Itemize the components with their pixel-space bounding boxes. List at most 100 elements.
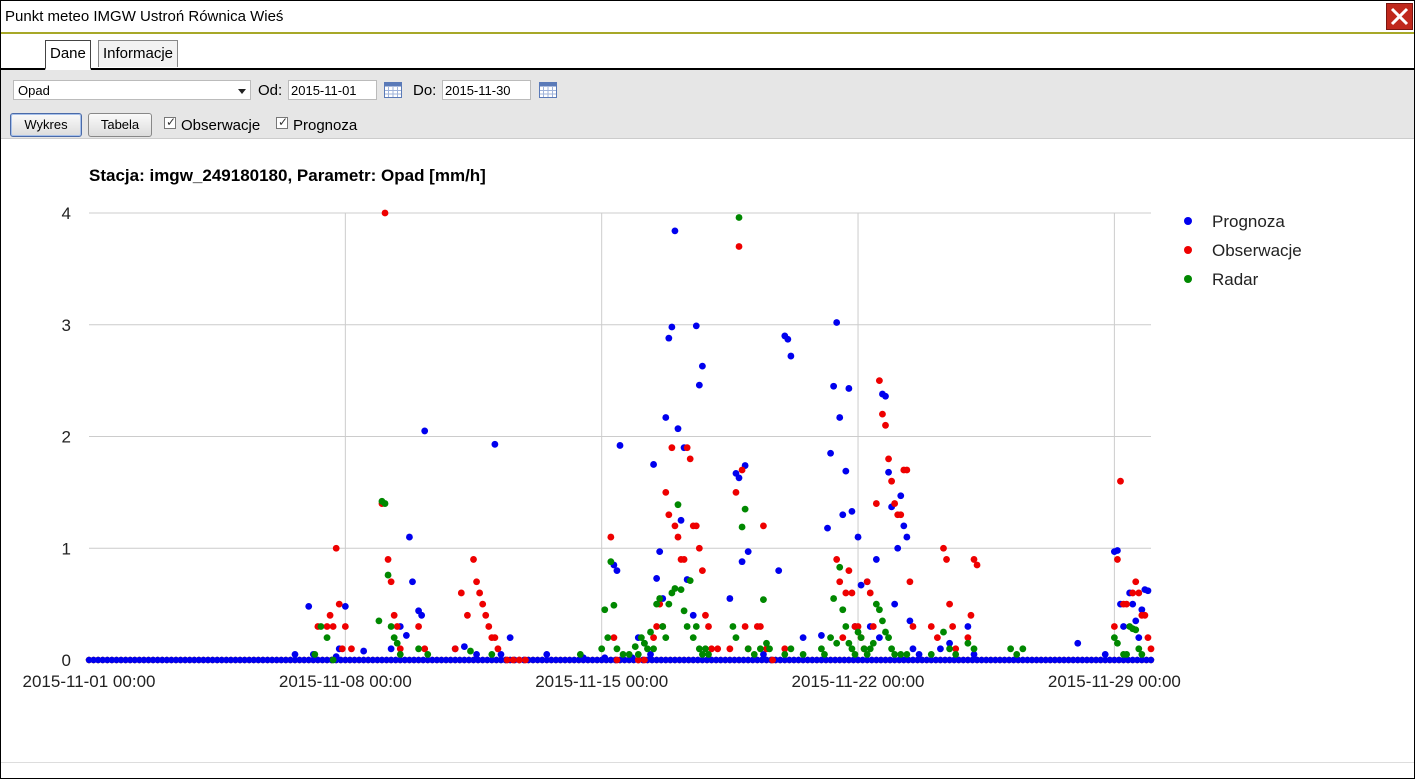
data-point-radar <box>311 651 319 658</box>
data-point-obserwacje <box>457 589 465 597</box>
data-point-radar <box>424 651 432 658</box>
data-point-radar <box>756 645 764 653</box>
data-point-prognoza <box>1144 587 1152 595</box>
x-tick-label: 2015-11-01 00:00 <box>23 672 156 691</box>
data-point-obserwacje <box>1147 645 1155 653</box>
data-point-prognoza-zero <box>195 656 203 664</box>
data-point-radar <box>964 639 972 647</box>
data-point-obserwacje <box>735 243 743 250</box>
data-point-obserwacje <box>952 645 960 653</box>
data-point-radar <box>317 623 325 630</box>
data-point-prognoza <box>1138 606 1146 614</box>
data-point-prognoza-zero <box>278 656 285 664</box>
data-point-obserwacje <box>451 645 459 653</box>
data-point-obserwacje <box>491 634 499 642</box>
data-point-obserwacje <box>702 611 709 619</box>
data-point-prognoza-zero <box>415 656 422 664</box>
data-point-prognoza <box>665 334 673 342</box>
data-point-prognoza-zero <box>397 656 404 664</box>
data-point-radar <box>692 623 700 630</box>
data-point-prognoza-zero <box>708 656 715 664</box>
data-point-prognoza <box>897 492 905 500</box>
data-point-prognoza <box>872 556 880 563</box>
data-point-obserwacje <box>769 656 776 664</box>
data-point-prognoza-zero <box>200 656 207 664</box>
data-point-radar <box>750 651 758 658</box>
data-point-radar <box>637 634 645 642</box>
data-point-obserwacje <box>1129 589 1137 597</box>
x-tick-label: 2015-11-08 00:00 <box>279 672 412 691</box>
data-point-prognoza <box>1101 651 1109 658</box>
data-point-prognoza <box>827 449 834 457</box>
data-point-prognoza-zero <box>992 656 999 664</box>
legend-marker-prognoza <box>1184 217 1192 225</box>
data-point-prognoza <box>964 623 972 630</box>
data-point-obserwacje <box>476 589 484 597</box>
parameter-select[interactable]: Opad <box>13 80 251 100</box>
data-point-radar <box>415 645 422 653</box>
data-point-prognoza <box>1120 623 1127 630</box>
data-point-radar <box>396 651 404 658</box>
tab-informacje[interactable]: Informacje <box>98 40 179 67</box>
tab-dane[interactable]: Dane <box>45 40 91 70</box>
data-point-obserwacje <box>903 466 911 474</box>
data-point-prognoza-zero <box>351 656 358 664</box>
data-point-prognoza-zero <box>1037 656 1045 664</box>
data-point-prognoza-zero <box>291 656 299 664</box>
from-date-input[interactable]: 2015-11-01 <box>288 80 377 100</box>
data-point-prognoza <box>839 511 847 519</box>
parameter-select-value: Opad <box>18 83 50 98</box>
data-point-prognoza-zero <box>937 656 944 664</box>
data-point-radar <box>659 623 667 630</box>
data-point-prognoza <box>946 639 953 647</box>
calendar-icon[interactable] <box>384 82 402 98</box>
close-button[interactable] <box>1386 3 1413 30</box>
table-button[interactable]: Tabela <box>88 113 152 137</box>
calendar-icon[interactable] <box>539 82 557 98</box>
data-point-prognoza <box>1074 639 1082 647</box>
data-point-radar <box>702 645 709 653</box>
data-point-prognoza-zero <box>1069 656 1077 664</box>
data-point-obserwacje <box>464 611 471 619</box>
data-point-prognoza <box>692 322 700 330</box>
data-point-prognoza <box>906 617 914 625</box>
data-point-prognoza-zero <box>690 656 697 664</box>
data-point-prognoza-zero <box>177 656 184 664</box>
data-point-prognoza-zero <box>319 656 326 664</box>
data-point-obserwacje <box>869 623 877 630</box>
data-point-radar <box>830 595 838 602</box>
forecast-checkbox[interactable]: ✓ <box>276 115 288 129</box>
data-point-obserwacje <box>485 623 493 630</box>
data-point-obserwacje <box>909 623 917 630</box>
data-point-prognoza-zero <box>685 656 692 664</box>
data-point-prognoza-zero <box>932 656 940 664</box>
data-point-obserwacje <box>940 544 947 552</box>
to-date-input[interactable]: 2015-11-30 <box>442 80 531 100</box>
data-point-radar <box>869 639 877 647</box>
data-point-prognoza-zero <box>818 656 825 664</box>
data-point-prognoza-zero <box>877 656 885 664</box>
data-point-obserwacje <box>348 645 355 653</box>
data-point-obserwacje <box>891 500 899 507</box>
data-point-obserwacje <box>650 634 657 642</box>
observations-checkbox[interactable]: ✓ <box>164 115 176 129</box>
chart-button[interactable]: Wykres <box>10 113 82 137</box>
data-point-radar <box>653 600 661 608</box>
data-point-prognoza-zero <box>337 656 344 664</box>
data-point-obserwacje <box>494 645 502 653</box>
data-point-prognoza-zero <box>1129 656 1136 664</box>
data-point-prognoza-zero <box>1106 656 1114 664</box>
data-point-obserwacje <box>741 623 749 630</box>
data-point-obserwacje <box>1117 477 1124 485</box>
data-point-prognoza <box>671 227 679 235</box>
data-point-obserwacje <box>973 561 981 569</box>
data-point-prognoza-zero <box>538 656 546 664</box>
data-point-prognoza-zero <box>923 656 930 664</box>
data-point-obserwacje <box>607 533 615 541</box>
data-point-obserwacje <box>509 656 517 664</box>
data-point-prognoza-zero <box>365 656 372 664</box>
data-point-prognoza <box>406 533 413 541</box>
data-point-radar <box>387 623 395 630</box>
data-point-radar <box>665 600 673 608</box>
